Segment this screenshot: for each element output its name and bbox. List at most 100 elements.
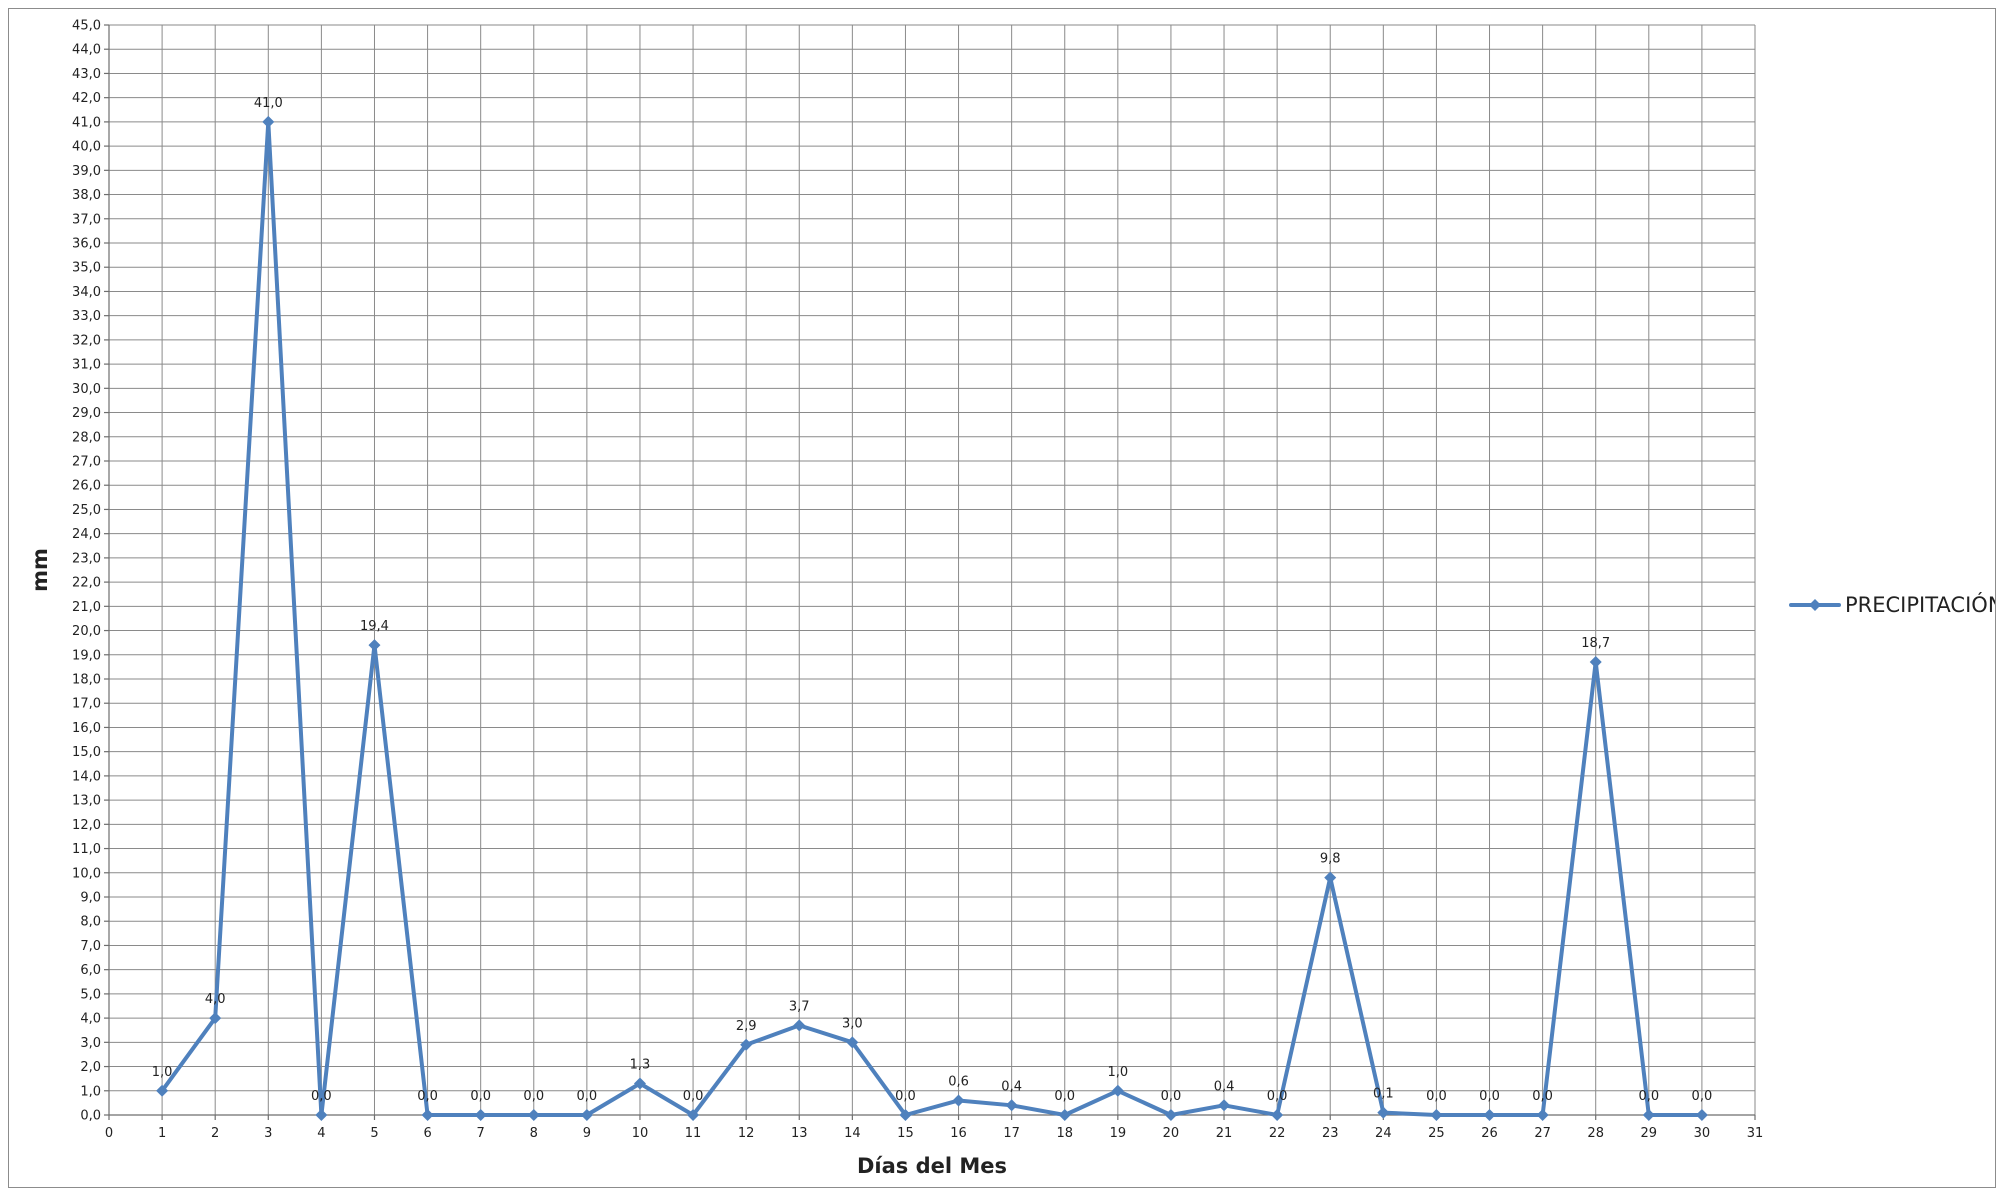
data-label: 0,4 xyxy=(1214,1079,1235,1094)
data-label: 1,3 xyxy=(630,1058,651,1073)
data-point-marker xyxy=(687,1109,700,1121)
data-label: 0,0 xyxy=(1267,1089,1288,1104)
y-tick-label: 13,0 xyxy=(72,794,101,809)
data-point-marker xyxy=(1271,1109,1284,1121)
data-point-marker xyxy=(1164,1109,1177,1121)
chart-frame: 0 1 2 3 4 5 6 7 8 9 10 11 12 13 14 15 16 17 18 19 20 21 22 23 24… xyxy=(8,8,1996,1188)
data-point-marker xyxy=(1377,1106,1390,1119)
y-tick-label: 0,0 xyxy=(80,1109,101,1124)
data-point-marker xyxy=(1005,1099,1018,1112)
x-tick-label: 8 xyxy=(530,1126,538,1141)
series-line xyxy=(160,119,1704,1117)
y-tick-label: 9,0 xyxy=(80,891,101,906)
data-point-marker xyxy=(899,1109,912,1121)
x-tick-label: 15 xyxy=(897,1126,914,1141)
data-point-marker xyxy=(262,115,275,128)
y-tick-label: 22,0 xyxy=(72,576,101,591)
x-tick-label: 26 xyxy=(1481,1126,1498,1141)
y-axis-title: mm xyxy=(28,548,52,592)
y-tick-label: 16,0 xyxy=(72,721,101,736)
data-label: 0,0 xyxy=(1692,1089,1713,1104)
x-tick-label: 19 xyxy=(1110,1126,1127,1141)
y-tick-label: 40,0 xyxy=(72,140,101,155)
x-tick-label: 30 xyxy=(1694,1126,1711,1141)
y-tick-label: 34,0 xyxy=(72,285,101,300)
x-tick-label: 9 xyxy=(583,1126,591,1141)
data-label: 0,0 xyxy=(1638,1089,1659,1104)
legend: PRECIPITACIÓN xyxy=(1789,592,1995,617)
data-point-marker xyxy=(1536,1109,1549,1121)
y-tick-label: 1,0 xyxy=(80,1084,101,1099)
y-tick-label: 21,0 xyxy=(72,600,101,615)
y-tick-label: 38,0 xyxy=(72,188,101,203)
data-label: 0,0 xyxy=(523,1089,544,1104)
data-label: 0,4 xyxy=(1001,1079,1022,1094)
x-tick-label: 18 xyxy=(1056,1126,1073,1141)
data-label: 0,0 xyxy=(311,1089,332,1104)
data-label: 0,0 xyxy=(577,1089,598,1104)
x-tick-label: 28 xyxy=(1587,1126,1604,1141)
data-label: 0,1 xyxy=(1373,1087,1394,1102)
axes xyxy=(104,24,1756,1120)
y-tick-label: 41,0 xyxy=(72,115,101,130)
data-point-marker xyxy=(1642,1109,1655,1121)
x-tick-label: 24 xyxy=(1375,1126,1392,1141)
y-tick-label: 28,0 xyxy=(72,430,101,445)
data-label: 0,0 xyxy=(683,1089,704,1104)
data-label: 19,4 xyxy=(360,619,389,634)
y-tick-label: 23,0 xyxy=(72,551,101,566)
y-tick-label: 24,0 xyxy=(72,527,101,542)
data-point-marker xyxy=(156,1084,169,1097)
x-tick-label: 1 xyxy=(158,1126,166,1141)
data-point-marker xyxy=(1483,1109,1496,1121)
data-point-marker xyxy=(1430,1109,1443,1121)
data-label: 0,0 xyxy=(1161,1089,1182,1104)
data-label: 3,0 xyxy=(842,1016,863,1031)
data-point-marker xyxy=(846,1036,859,1049)
x-axis-ticks: 0 1 2 3 4 5 6 7 8 9 10 11 12 13 14 15 16 17 18 19 20 21 22 23 24… xyxy=(105,1126,1763,1141)
y-tick-label: 27,0 xyxy=(72,455,101,470)
legend-diamond-icon xyxy=(1809,599,1821,611)
series-precipitacion xyxy=(156,115,1708,1121)
data-point-marker xyxy=(952,1094,965,1107)
data-label: 41,0 xyxy=(254,96,283,111)
y-tick-label: 33,0 xyxy=(72,309,101,324)
y-tick-label: 44,0 xyxy=(72,43,101,58)
y-tick-label: 5,0 xyxy=(80,987,101,1002)
data-point-marker xyxy=(580,1109,593,1121)
y-tick-label: 6,0 xyxy=(80,963,101,978)
data-label: 0,6 xyxy=(948,1074,969,1089)
y-tick-label: 17,0 xyxy=(72,697,101,712)
x-tick-label: 7 xyxy=(477,1126,485,1141)
data-label: 3,7 xyxy=(789,999,810,1014)
x-tick-label: 11 xyxy=(685,1126,702,1141)
y-tick-label: 45,0 xyxy=(72,19,101,34)
y-tick-label: 29,0 xyxy=(72,406,101,421)
data-label: 0,0 xyxy=(417,1089,438,1104)
x-tick-label: 3 xyxy=(264,1126,272,1141)
data-point-marker xyxy=(209,1012,222,1025)
data-point-marker xyxy=(1058,1109,1071,1121)
data-labels: 1,0 4,0 41,0 0,0 19,4 0,0 0,0 0,0 0,0 1,3 0,0 2,9 3,… xyxy=(152,96,1712,1104)
y-tick-label: 35,0 xyxy=(72,261,101,276)
y-tick-label: 30,0 xyxy=(72,382,101,397)
x-tick-label: 31 xyxy=(1747,1126,1764,1141)
x-tick-label: 27 xyxy=(1534,1126,1551,1141)
data-label: 2,9 xyxy=(736,1019,757,1034)
x-tick-label: 0 xyxy=(105,1126,113,1141)
y-tick-label: 39,0 xyxy=(72,164,101,179)
y-tick-label: 36,0 xyxy=(72,237,101,252)
data-label: 0,0 xyxy=(1426,1089,1447,1104)
data-label: 0,0 xyxy=(1054,1089,1075,1104)
data-point-marker xyxy=(1324,871,1337,884)
y-tick-label: 11,0 xyxy=(72,842,101,857)
data-point-marker xyxy=(740,1038,753,1051)
x-tick-label: 16 xyxy=(950,1126,967,1141)
x-tick-label: 25 xyxy=(1428,1126,1445,1141)
data-label: 4,0 xyxy=(205,992,226,1007)
y-tick-label: 7,0 xyxy=(80,939,101,954)
x-axis-title: Días del Mes xyxy=(857,1154,1007,1178)
data-point-marker xyxy=(315,1109,328,1121)
x-tick-label: 10 xyxy=(632,1126,649,1141)
data-label: 0,0 xyxy=(895,1089,916,1104)
